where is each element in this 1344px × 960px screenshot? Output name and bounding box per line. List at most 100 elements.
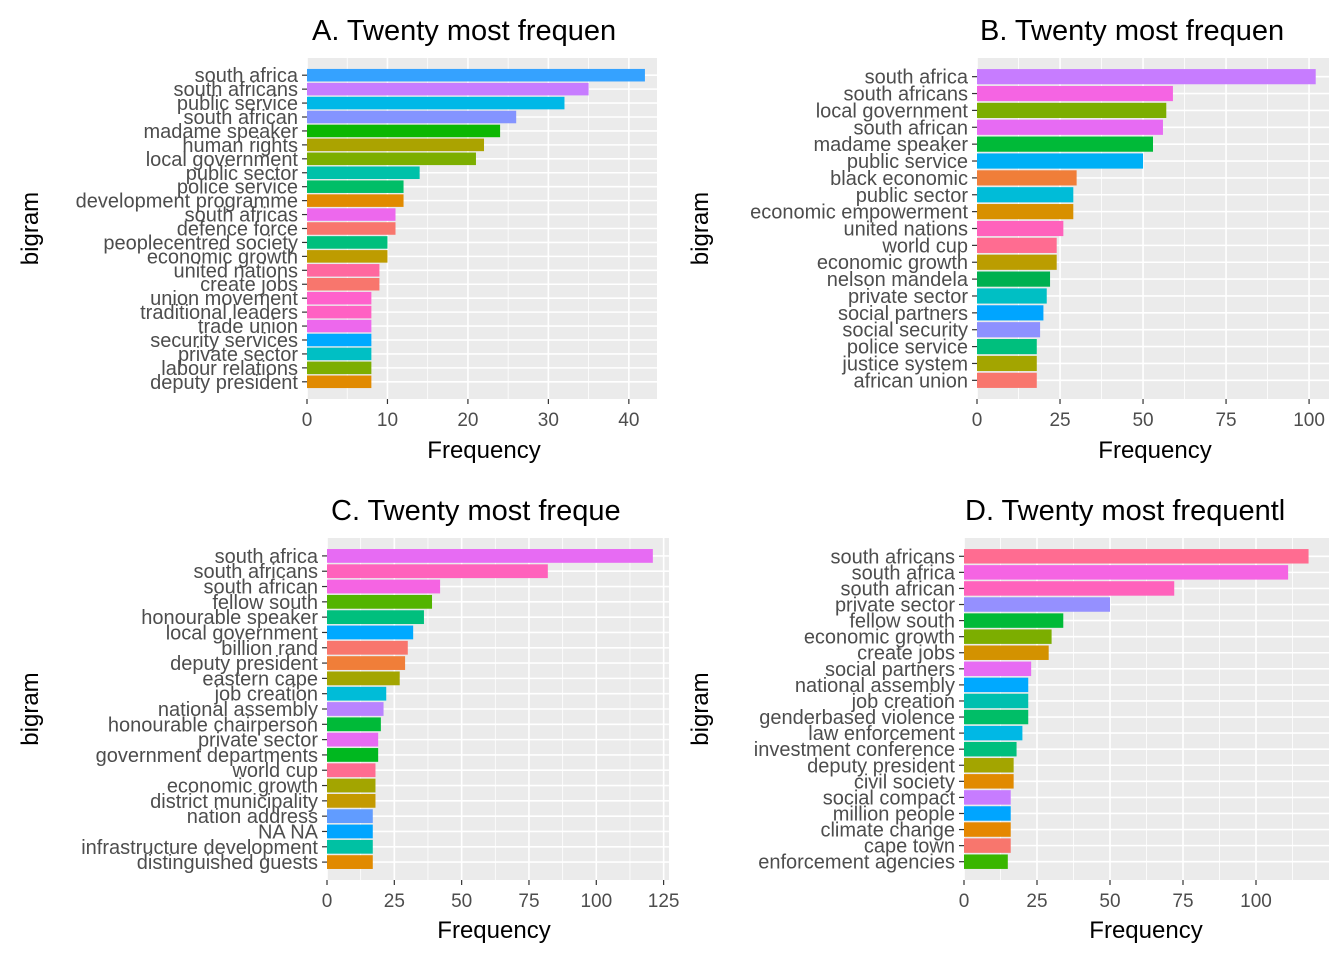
category-label: social compact [823, 787, 956, 809]
category-label: economic empowerment [750, 202, 968, 224]
bar [977, 339, 1037, 355]
category-label: development programme [76, 191, 298, 213]
category-label: NA NA [258, 821, 319, 843]
category-label: south africans [193, 561, 318, 583]
x-tick-label: 40 [618, 410, 639, 431]
x-tick-label: 30 [538, 410, 559, 431]
category-label: social partners [825, 659, 955, 681]
bar [307, 194, 404, 207]
category-label: national assembly [795, 675, 955, 697]
bar [327, 671, 400, 686]
bar [977, 153, 1144, 169]
bar [964, 741, 1017, 757]
category-label: private sector [178, 344, 298, 366]
bar [307, 138, 485, 152]
bar [977, 271, 1051, 287]
bar [964, 822, 1011, 837]
category-label: world cup [881, 235, 968, 257]
category-label: world cup [231, 760, 318, 782]
category-label: police service [177, 177, 298, 199]
bar [964, 565, 1289, 580]
bar [977, 69, 1316, 85]
x-tick-label: 25 [1026, 891, 1047, 912]
bar [327, 702, 384, 716]
bar [977, 187, 1074, 203]
bar [327, 732, 379, 747]
bar [307, 96, 565, 110]
category-label: nation address [187, 806, 318, 828]
category-label: national assembly [158, 699, 318, 721]
bar [964, 629, 1052, 644]
category-label: investment conference [754, 739, 955, 761]
category-label: private sector [198, 730, 318, 752]
category-label: deputy president [807, 755, 955, 777]
bar [307, 305, 372, 319]
x-tick-label: 75 [518, 891, 539, 912]
category-label: police service [847, 337, 968, 359]
bar [977, 204, 1074, 220]
category-label: create jobs [857, 643, 955, 665]
bar [964, 693, 1029, 709]
category-label: justice system [841, 353, 968, 375]
bar [327, 763, 376, 778]
category-label: madame speaker [143, 121, 298, 143]
bar [977, 355, 1037, 372]
bar [327, 839, 373, 854]
bar [327, 610, 424, 625]
bar [327, 793, 376, 808]
x-axis-title: Frequency [437, 917, 550, 944]
category-label: private sector [835, 595, 955, 617]
category-label: economic growth [147, 246, 298, 268]
bar [307, 82, 589, 96]
chart-title: C. Twenty most freque [331, 495, 621, 527]
category-label: private sector [848, 286, 968, 308]
bar [327, 594, 433, 609]
category-label: public service [177, 93, 298, 115]
category-label: district municipality [150, 791, 318, 813]
category-label: social security [842, 320, 968, 342]
category-label: south africans [173, 79, 298, 101]
bar [307, 180, 404, 193]
bar [327, 824, 373, 839]
category-label: labour relations [161, 358, 298, 380]
bar [964, 597, 1110, 612]
category-label: honourable chairperson [108, 714, 318, 736]
category-label: job creation [214, 684, 318, 706]
bar [977, 372, 1037, 388]
bar [977, 85, 1173, 102]
category-label: public sector [186, 163, 299, 185]
category-label: peoplecentred society [103, 232, 298, 254]
x-tick-label: 75 [1215, 410, 1236, 431]
x-tick-label: 50 [1099, 891, 1120, 912]
bar [964, 790, 1011, 805]
bar [307, 152, 476, 166]
bar [977, 305, 1044, 321]
category-label: south africa [852, 562, 956, 584]
bar [964, 725, 1023, 741]
category-label: south african [840, 578, 955, 600]
category-label: south africans [830, 546, 955, 568]
x-tick-label: 10 [377, 410, 398, 431]
x-tick-label: 50 [1132, 410, 1153, 431]
chart-title: D. Twenty most frequentl [965, 495, 1285, 527]
category-label: civil society [854, 771, 955, 793]
bar [307, 361, 372, 375]
x-tick-label: 0 [972, 410, 983, 431]
category-label: economic growth [167, 776, 318, 798]
chart-title: A. Twenty most frequen [312, 15, 616, 47]
x-axis-title: Frequency [1098, 437, 1211, 464]
category-label: economic growth [817, 252, 968, 274]
bar [964, 854, 1008, 869]
bar [307, 208, 396, 221]
category-label: deputy president [150, 372, 298, 394]
category-label: genderbased violence [759, 707, 955, 729]
y-axis-title: bigram [17, 192, 44, 265]
category-label: african union [853, 370, 968, 392]
bar [327, 748, 379, 762]
x-tick-label: 25 [1049, 410, 1070, 431]
bar [307, 250, 388, 263]
x-tick-label: 50 [451, 891, 472, 912]
bar [307, 291, 372, 305]
